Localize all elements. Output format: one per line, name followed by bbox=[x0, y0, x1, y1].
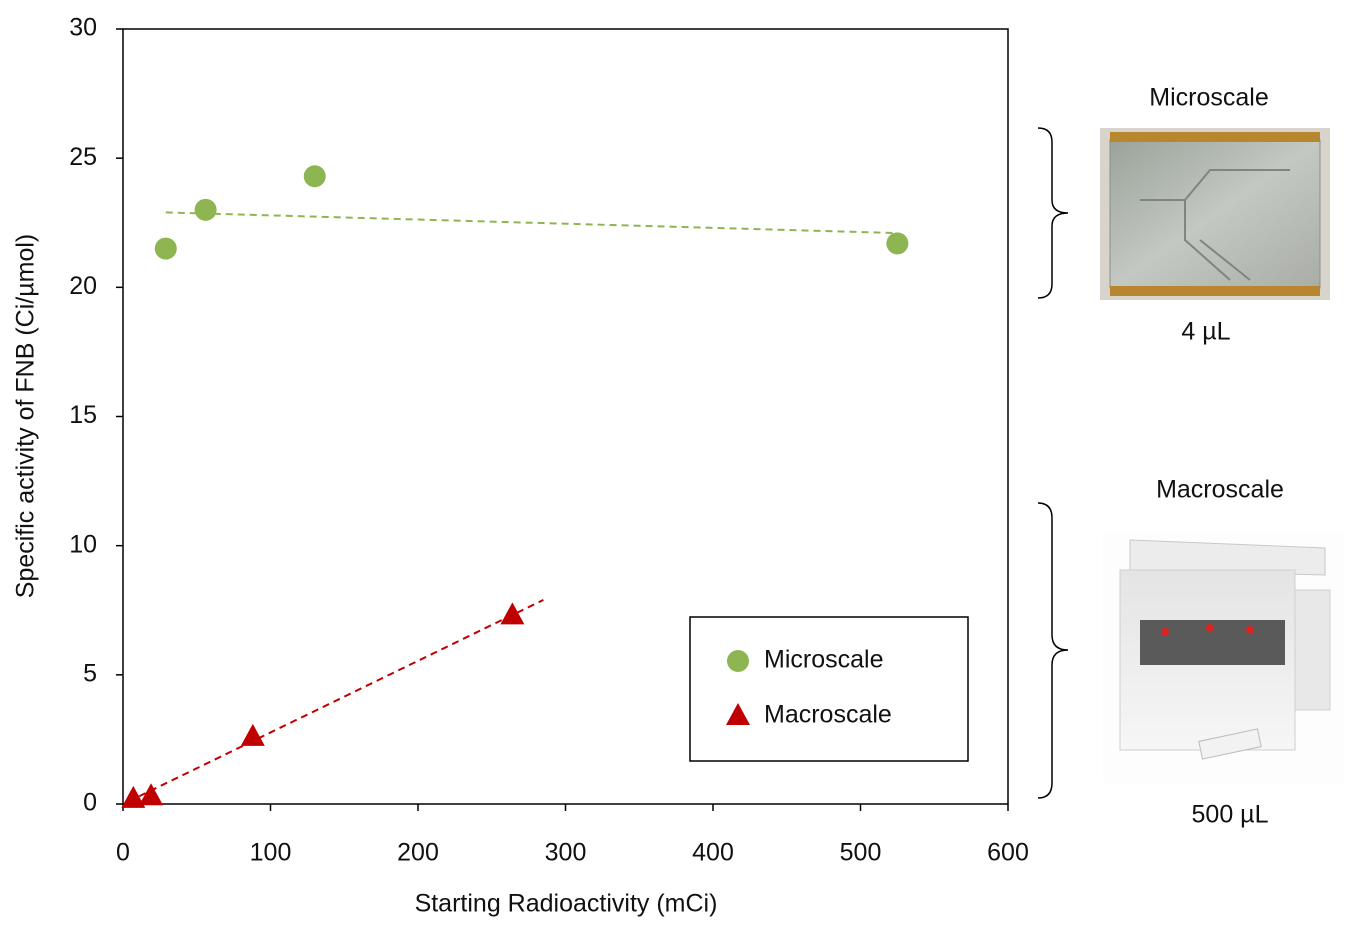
point bbox=[886, 232, 909, 255]
point bbox=[303, 165, 326, 188]
y-tick-label: 0 bbox=[83, 789, 97, 817]
brace bbox=[1037, 502, 1069, 799]
y-tick-label: 25 bbox=[69, 143, 97, 171]
trendline bbox=[138, 599, 544, 798]
point bbox=[154, 237, 177, 260]
x-tick-label: 600 bbox=[987, 839, 1029, 867]
legend-label: Microscale bbox=[764, 646, 883, 674]
y-tick-label: 15 bbox=[69, 401, 97, 429]
x-tick-label: 100 bbox=[250, 839, 292, 867]
trendline bbox=[165, 211, 898, 235]
y-tick-label: 30 bbox=[69, 14, 97, 42]
legend-box bbox=[689, 616, 969, 762]
point bbox=[121, 785, 146, 808]
x-axis-label: Starting Radioactivity (mCi) bbox=[415, 890, 718, 918]
x-tick-label: 200 bbox=[397, 839, 439, 867]
point bbox=[194, 198, 217, 221]
y-axis-label: Specific activity of FNB (Ci/µmol) bbox=[12, 234, 40, 598]
point bbox=[240, 723, 265, 746]
annotation: 4 µL bbox=[1181, 318, 1230, 346]
legend-label: Macroscale bbox=[764, 701, 892, 729]
annotation: 500 µL bbox=[1192, 801, 1269, 829]
legend-marker bbox=[726, 703, 750, 725]
macroscale-photo bbox=[1103, 533, 1345, 783]
brace bbox=[1037, 127, 1069, 299]
y-tick-label: 5 bbox=[83, 659, 97, 687]
x-tick-label: 0 bbox=[116, 839, 130, 867]
annotation: Microscale bbox=[1149, 84, 1268, 112]
legend-marker bbox=[727, 650, 749, 672]
annotation: Macroscale bbox=[1156, 476, 1284, 504]
point bbox=[500, 602, 525, 625]
x-tick-label: 400 bbox=[692, 839, 734, 867]
x-tick-label: 300 bbox=[545, 839, 587, 867]
microscale-photo bbox=[1100, 128, 1330, 300]
point bbox=[139, 783, 164, 806]
y-tick-label: 20 bbox=[69, 272, 97, 300]
y-tick-label: 10 bbox=[69, 530, 97, 558]
x-tick-label: 500 bbox=[840, 839, 882, 867]
